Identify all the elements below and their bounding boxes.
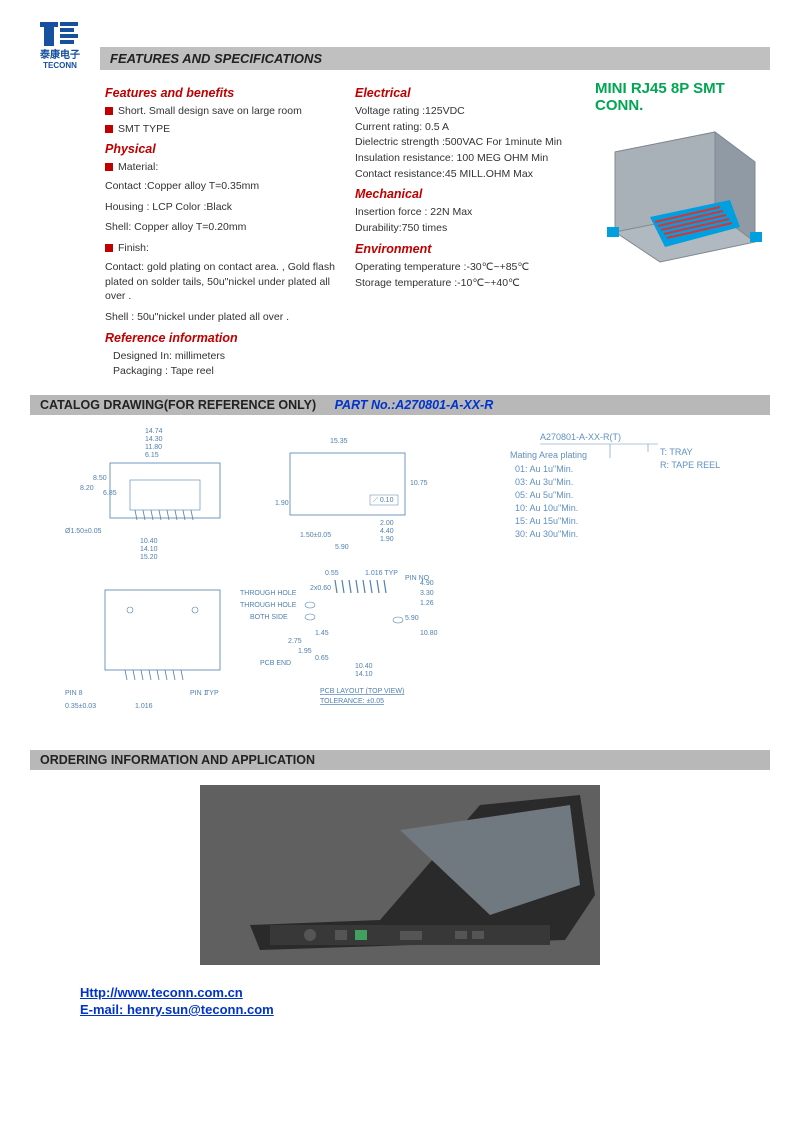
svg-text:4.40: 4.40 — [380, 528, 394, 535]
svg-text:THROUGH HOLE: THROUGH HOLE — [240, 602, 297, 609]
svg-text:1.016 TYP: 1.016 TYP — [365, 570, 398, 577]
footer-url[interactable]: Http://www.teconn.com.cn — [80, 985, 770, 1000]
ref-line: Designed In: millimeters — [113, 349, 335, 364]
features-title-bar: FEATURES AND SPECIFICATIONS — [100, 47, 770, 70]
svg-text:3.30: 3.30 — [420, 590, 434, 597]
electrical-heading: Electrical — [355, 86, 575, 100]
catalog-drawing: 14.74 14.30 11.80 6.15 8.20 8.50 6.85 Ø1… — [30, 415, 770, 735]
svg-text:14.10: 14.10 — [140, 546, 158, 553]
svg-text:PCB LAYOUT (TOP VIEW): PCB LAYOUT (TOP VIEW) — [320, 688, 404, 695]
svg-text:PIN NO: PIN NO — [405, 575, 430, 582]
footer-email[interactable]: E-mail: henry.sun@teconn.com — [80, 1002, 770, 1017]
mech-line: Durability:750 times — [355, 221, 575, 236]
svg-text:10: Au 10u"Min.: 10: Au 10u"Min. — [515, 503, 578, 513]
features-heading: Features and benefits — [105, 86, 335, 100]
svg-text:2.75: 2.75 — [288, 638, 302, 645]
svg-text:⟋ 0.10: ⟋ 0.10 — [373, 496, 394, 504]
svg-text:TYP: TYP — [205, 690, 219, 697]
product-title: MINI RJ45 8P SMT CONN. — [595, 80, 775, 114]
svg-text:R: TAPE REEL: R: TAPE REEL — [660, 460, 720, 470]
svg-text:15.20: 15.20 — [140, 554, 158, 561]
svg-text:05: Au 5u"Min.: 05: Au 5u"Min. — [515, 490, 573, 500]
svg-text:10.75: 10.75 — [410, 480, 428, 487]
material-line: Contact :Copper alloy T=0.35mm — [105, 179, 335, 194]
svg-text:5.90: 5.90 — [335, 544, 349, 551]
part-number: PART No.:A270801-A-XX-R — [335, 398, 494, 412]
svg-text:6.85: 6.85 — [103, 490, 117, 497]
finish-label: Finish: — [105, 241, 335, 256]
svg-text:PCB END: PCB END — [260, 660, 291, 667]
elec-line: Current rating: 0.5 A — [355, 120, 575, 135]
svg-text:14.30: 14.30 — [145, 436, 163, 443]
reference-heading: Reference information — [105, 331, 335, 345]
elec-line: Insulation resistance: 100 MEG OHM Min — [355, 151, 575, 166]
svg-text:8.50: 8.50 — [93, 475, 107, 482]
svg-text:Mating Area plating: Mating Area plating — [510, 450, 587, 460]
svg-text:01: Au 1u"Min.: 01: Au 1u"Min. — [515, 464, 573, 474]
svg-text:10.80: 10.80 — [420, 630, 438, 637]
material-line: Shell: Copper alloy T=0.20mm — [105, 220, 335, 235]
material-line: Housing : LCP Color :Black — [105, 200, 335, 215]
svg-text:1.95: 1.95 — [298, 648, 312, 655]
svg-text:11.80: 11.80 — [145, 444, 162, 451]
env-line: Operating temperature :-30℃~+85℃ — [355, 260, 575, 275]
footer: Http://www.teconn.com.cn E-mail: henry.s… — [80, 985, 770, 1017]
application-image — [200, 785, 600, 965]
finish-line: Shell : 50u"nickel under plated all over… — [105, 310, 335, 325]
environment-heading: Environment — [355, 242, 575, 256]
svg-text:2.00: 2.00 — [380, 520, 394, 527]
svg-text:THROUGH HOLE: THROUGH HOLE — [240, 590, 297, 597]
mech-line: Insertion force : 22N Max — [355, 205, 575, 220]
svg-text:BOTH SIDE: BOTH SIDE — [250, 614, 288, 621]
svg-text:15.35: 15.35 — [330, 438, 348, 445]
svg-text:A270801-A-XX-R(T): A270801-A-XX-R(T) — [540, 432, 621, 442]
elec-line: Contact resistance:45 MILL.OHM Max — [355, 167, 575, 182]
svg-text:2x0.60: 2x0.60 — [310, 585, 331, 592]
ordering-bar: ORDERING INFORMATION AND APPLICATION — [30, 750, 770, 770]
svg-text:TOLERANCE: ±0.05: TOLERANCE: ±0.05 — [320, 698, 384, 705]
svg-text:10.40: 10.40 — [140, 538, 158, 545]
header: 泰康电子 TECONN FEATURES AND SPECIFICATIONS — [30, 20, 770, 70]
svg-text:15: Au 15u"Min.: 15: Au 15u"Min. — [515, 516, 578, 526]
svg-text:T: TRAY: T: TRAY — [660, 447, 693, 457]
feature-item: Short. Small design save on large room — [105, 104, 335, 119]
svg-text:03: Au 3u"Min.: 03: Au 3u"Min. — [515, 477, 573, 487]
logo-text-cn: 泰康电子 — [30, 50, 90, 61]
logo-icon — [40, 20, 80, 48]
svg-text:1.90: 1.90 — [275, 500, 289, 507]
svg-text:14.74: 14.74 — [145, 428, 163, 435]
svg-text:1.50±0.05: 1.50±0.05 — [300, 532, 331, 539]
ref-line: Packaging : Tape reel — [113, 364, 335, 379]
svg-text:6.15: 6.15 — [145, 452, 159, 459]
svg-text:0.65: 0.65 — [315, 655, 329, 662]
company-logo: 泰康电子 TECONN — [30, 20, 90, 70]
svg-text:8.20: 8.20 — [80, 485, 94, 492]
mechanical-heading: Mechanical — [355, 187, 575, 201]
material-label: Material: — [105, 160, 335, 175]
catalog-bar: CATALOG DRAWING(FOR REFERENCE ONLY) PART… — [30, 395, 770, 415]
connector-render — [595, 122, 775, 272]
physical-heading: Physical — [105, 142, 335, 156]
svg-text:0.35±0.03: 0.35±0.03 — [65, 703, 96, 710]
elec-line: Voltage rating :125VDC — [355, 104, 575, 119]
env-line: Storage temperature :-10℃~+40℃ — [355, 276, 575, 291]
svg-text:1.45: 1.45 — [315, 630, 329, 637]
svg-text:1.26: 1.26 — [420, 600, 434, 607]
svg-text:1.90: 1.90 — [380, 536, 394, 543]
logo-text-en: TECONN — [30, 61, 90, 70]
svg-text:1.016: 1.016 — [135, 703, 153, 710]
svg-text:14.10: 14.10 — [355, 671, 373, 678]
svg-text:10.40: 10.40 — [355, 663, 373, 670]
svg-text:0.55: 0.55 — [325, 570, 339, 577]
catalog-title: CATALOG DRAWING(FOR REFERENCE ONLY) — [40, 398, 316, 412]
svg-text:30: Au 30u"Min.: 30: Au 30u"Min. — [515, 529, 578, 539]
elec-line: Dielectric strength :500VAC For 1minute … — [355, 135, 575, 150]
feature-item: SMT TYPE — [105, 122, 335, 137]
svg-text:PIN 8: PIN 8 — [65, 690, 83, 697]
svg-text:5.90: 5.90 — [405, 615, 419, 622]
finish-line: Contact: gold plating on contact area. ,… — [105, 260, 335, 304]
svg-text:Ø1.50±0.05: Ø1.50±0.05 — [65, 528, 102, 535]
